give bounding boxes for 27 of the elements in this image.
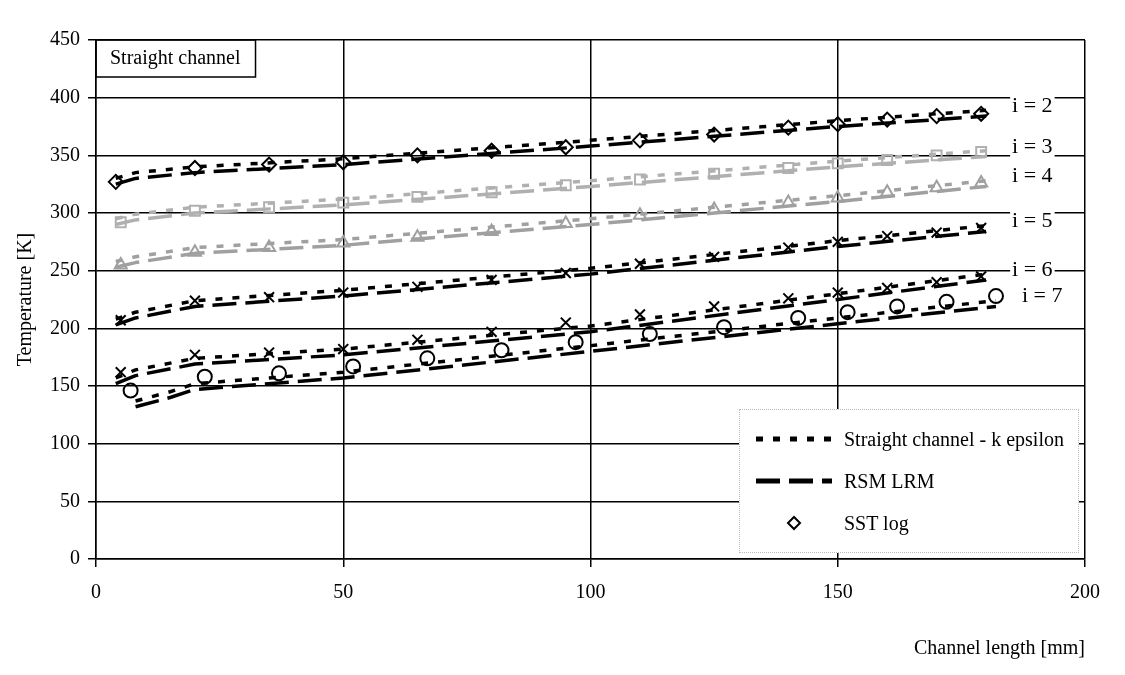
x-tick-label: 200 bbox=[1070, 580, 1100, 603]
annotation: Straight channel bbox=[110, 46, 241, 70]
y-tick-label: 400 bbox=[50, 84, 80, 107]
y-tick-label: 150 bbox=[50, 373, 80, 396]
annotation: i = 5 bbox=[1012, 207, 1053, 233]
x-tick-label: 150 bbox=[822, 580, 853, 603]
annotation: i = 2 bbox=[1012, 92, 1053, 118]
annotation: i = 6 bbox=[1012, 255, 1053, 281]
y-tick-label: 450 bbox=[50, 27, 80, 50]
legend-label: SST log bbox=[844, 511, 909, 535]
y-tick-label: 350 bbox=[50, 142, 80, 165]
annotation: i = 3 bbox=[1012, 132, 1053, 158]
x-tick-label: 100 bbox=[575, 580, 606, 603]
y-tick-label: 300 bbox=[50, 200, 80, 223]
y-tick-label: 0 bbox=[70, 546, 80, 569]
y-tick-label: 250 bbox=[50, 257, 80, 280]
y-tick-label: 100 bbox=[50, 430, 80, 453]
y-axis-title: Temperature [K] bbox=[13, 232, 37, 367]
x-axis-title: Channel length [mm] bbox=[913, 636, 1085, 660]
annotation: i = 4 bbox=[1012, 162, 1053, 188]
x-tick-label: 50 bbox=[333, 580, 354, 603]
y-tick-label: 50 bbox=[60, 488, 80, 511]
x-tick-label: 0 bbox=[91, 580, 101, 603]
y-tick-label: 200 bbox=[50, 315, 80, 338]
legend-label: RSM LRM bbox=[844, 469, 935, 493]
annotation: i = 7 bbox=[1021, 282, 1063, 308]
legend-label: Straight channel - k epsilon bbox=[844, 427, 1064, 451]
